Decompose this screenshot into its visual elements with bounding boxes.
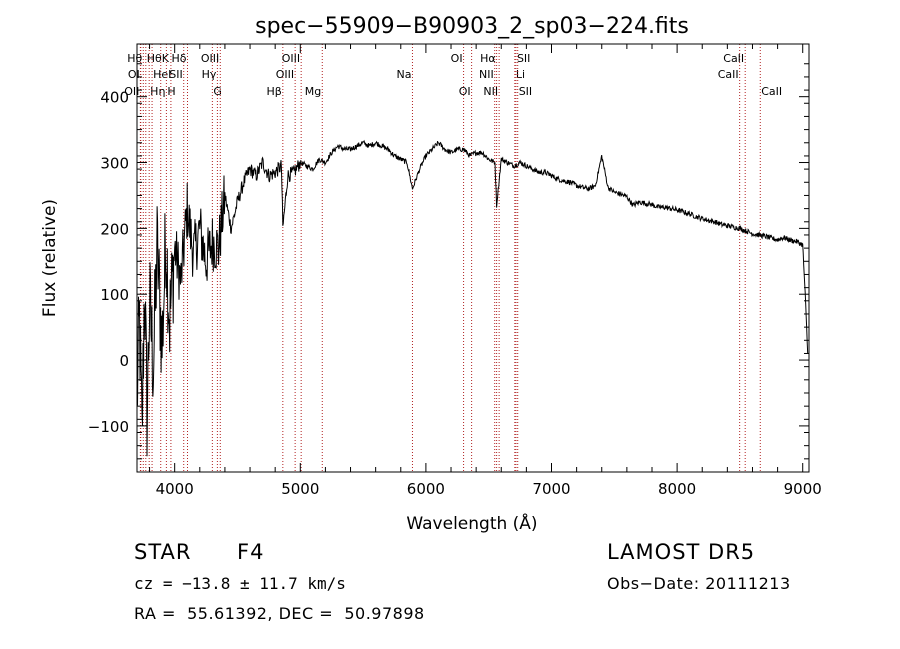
x-tick-label-2: 6000 xyxy=(407,480,445,498)
line-marker-label-20: OI xyxy=(459,85,471,98)
survey-name: LAMOST DR5 xyxy=(607,540,756,564)
y-tick-label-0: −100 xyxy=(88,418,129,436)
line-marker-label-11: G xyxy=(213,85,222,98)
line-marker-label-4: Hη xyxy=(150,85,165,98)
line-marker-label-23: NII xyxy=(483,85,498,98)
line-marker-label-18: Na xyxy=(396,68,411,81)
line-marker-label-19: OI xyxy=(451,52,463,65)
line-marker-label-26: SII xyxy=(519,85,532,98)
line-marker-label-13: OIII xyxy=(201,52,219,65)
plot-frame xyxy=(136,43,810,473)
x-tick-label-3: 7000 xyxy=(532,480,570,498)
line-marker-label-3: Hθ xyxy=(147,52,162,65)
x-tick-label-1: 5000 xyxy=(281,480,319,498)
line-marker-label-9: SII xyxy=(169,68,182,81)
line-marker-label-21: NII xyxy=(479,68,494,81)
y-axis-label: Flux (relative) xyxy=(40,199,60,317)
redshift-velocity: cz = −13.8 ± 11.7 km/s xyxy=(134,574,346,593)
line-marker-label-16: OIII xyxy=(282,52,300,65)
sky-coordinates: RA = 55.61392, DEC = 50.97898 xyxy=(134,604,425,623)
observation-date: Obs−Date: 20111213 xyxy=(607,574,791,593)
y-tick-label-1: 0 xyxy=(119,352,129,370)
y-tick-label-5: 400 xyxy=(100,89,129,107)
line-marker-label-1: OI xyxy=(128,68,140,81)
line-marker-label-14: Hβ xyxy=(267,85,282,98)
line-marker-label-24: Li xyxy=(516,68,525,81)
y-tick-label-4: 300 xyxy=(100,155,129,173)
object-subclass: F4 xyxy=(237,540,265,564)
line-marker-label-0: OII xyxy=(124,85,139,98)
y-tick-label-2: 100 xyxy=(100,286,129,304)
line-marker-label-2: Hθ xyxy=(127,52,142,65)
line-marker-label-28: CaII xyxy=(723,52,744,65)
line-marker-label-7: H xyxy=(167,85,175,98)
line-marker-label-15: OIII xyxy=(276,68,294,81)
line-marker-label-27: CaII xyxy=(718,68,739,81)
line-marker-label-6: K xyxy=(162,52,170,65)
x-tick-label-4: 8000 xyxy=(658,480,696,498)
x-axis-label: Wavelength (Å) xyxy=(406,512,537,534)
line-marker-label-29: CaII xyxy=(761,85,782,98)
line-marker-label-25: SII xyxy=(517,52,530,65)
spectrum-layer xyxy=(137,139,809,457)
spectrum-line xyxy=(137,139,809,457)
object-class: STAR xyxy=(134,540,192,564)
line-marker-label-10: Hδ xyxy=(171,52,186,65)
axis-ticks: 4000 5000 6000 7000 8000 9000 −100 0 100 200 300 40… xyxy=(88,44,822,498)
y-tick-label-3: 200 xyxy=(100,220,129,238)
line-marker-label-12: Hγ xyxy=(202,68,217,81)
line-marker-label-22: Hα xyxy=(480,52,496,65)
x-tick-label-0: 4000 xyxy=(156,480,194,498)
x-tick-label-5: 9000 xyxy=(784,480,822,498)
chart-title: spec−55909−B90903_2_sp03−224.fits xyxy=(255,14,689,39)
line-marker-label-17: Mg xyxy=(305,85,321,98)
